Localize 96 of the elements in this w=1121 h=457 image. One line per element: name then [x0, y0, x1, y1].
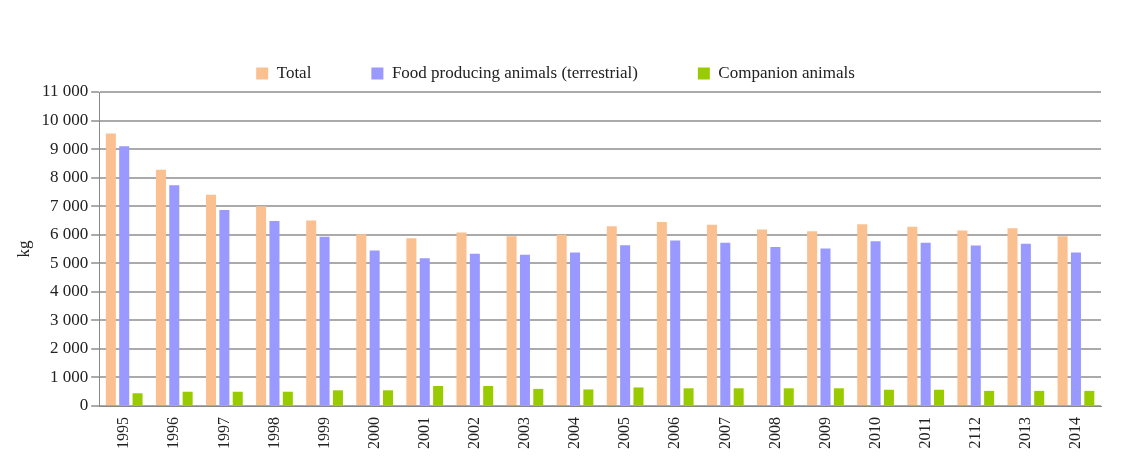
- bar: [383, 390, 394, 405]
- x-tick-label: 2000: [364, 417, 382, 449]
- bar: [1034, 390, 1045, 405]
- bar: [155, 169, 166, 405]
- x-tick-label: 1995: [114, 417, 132, 449]
- bar: [506, 236, 517, 405]
- bar: [683, 388, 694, 405]
- y-tick-label: 6 000: [49, 224, 89, 244]
- y-tick-label: 0: [79, 395, 89, 415]
- bar: [533, 388, 544, 405]
- bar: [757, 229, 768, 405]
- bar: [1020, 243, 1031, 405]
- x-tick-label: 2112: [965, 417, 983, 449]
- bar: [970, 245, 981, 405]
- y-tick-label: 8 000: [49, 167, 89, 187]
- legend-label: Companion animals: [718, 62, 855, 82]
- bar: [282, 391, 293, 405]
- y-tick-label: 7 000: [49, 195, 89, 215]
- bar: [720, 242, 731, 405]
- y-tick-label: 3 000: [49, 309, 89, 329]
- x-tick-label: 2005: [615, 417, 633, 449]
- bar: [182, 391, 193, 405]
- bar: [483, 386, 494, 405]
- y-tick-label: 11 000: [42, 81, 89, 101]
- bar: [219, 209, 230, 405]
- bar: [620, 245, 631, 405]
- bar: [706, 224, 717, 405]
- x-tick-label: 2003: [515, 417, 533, 449]
- x-tick-label: 1998: [264, 417, 282, 449]
- bar: [332, 390, 343, 405]
- bar: [1007, 228, 1018, 405]
- bar: [670, 240, 681, 405]
- y-tick-label: 9 000: [49, 138, 89, 158]
- bar: [306, 220, 317, 405]
- bar: [406, 238, 417, 405]
- bar: [920, 242, 931, 405]
- bar: [269, 221, 280, 405]
- y-tick-label: 5 000: [49, 252, 89, 272]
- bar: [132, 393, 143, 405]
- bar: [105, 133, 116, 405]
- bar: [456, 232, 467, 405]
- bar: [656, 221, 667, 405]
- x-tick-label: 2011: [915, 417, 933, 449]
- bar: [1057, 236, 1068, 405]
- x-tick-label: 2001: [414, 417, 432, 449]
- bar: [733, 388, 744, 405]
- bar: [519, 254, 530, 405]
- bar: [206, 194, 217, 405]
- x-tick-label: 2013: [1016, 417, 1034, 449]
- bar: [857, 224, 868, 405]
- bar: [633, 387, 644, 405]
- y-axis-title: kg: [13, 240, 33, 258]
- bar: [583, 389, 594, 405]
- bar: [820, 248, 831, 405]
- bar: [770, 247, 781, 405]
- legend-label: Food producing animals (terrestrial): [391, 62, 638, 82]
- y-tick-label: 10 000: [41, 110, 89, 130]
- bar: [606, 226, 617, 405]
- bar: [570, 252, 581, 405]
- bar: [433, 386, 444, 405]
- bar: [556, 234, 567, 405]
- y-tick-label: 1 000: [49, 366, 89, 386]
- bar: [957, 230, 968, 405]
- x-tick-label: 2008: [765, 417, 783, 449]
- bar: [319, 236, 330, 405]
- bar: [883, 389, 894, 405]
- bar: [807, 231, 818, 405]
- x-tick-label: 2010: [865, 417, 883, 449]
- bar: [984, 390, 995, 405]
- bar: [870, 241, 881, 405]
- bar: [1084, 390, 1095, 405]
- bar: [169, 185, 180, 405]
- x-tick-label: 1997: [214, 417, 232, 449]
- bar: [1070, 252, 1081, 405]
- x-tick-label: 1996: [164, 417, 182, 449]
- y-tick-label: 2 000: [49, 338, 89, 358]
- legend-label: Total: [276, 62, 312, 82]
- bar: [119, 146, 130, 405]
- x-tick-label: 2006: [665, 417, 683, 449]
- x-tick-label: 2007: [715, 417, 733, 449]
- bar: [232, 391, 243, 405]
- y-tick-label: 4 000: [49, 281, 89, 301]
- bar: [256, 206, 267, 405]
- bar: [419, 258, 430, 405]
- bar: [356, 234, 367, 405]
- bar: [783, 388, 794, 405]
- x-tick-label: 2004: [565, 417, 583, 449]
- bar: [469, 253, 480, 405]
- x-tick-label: 2014: [1066, 417, 1084, 449]
- bar: [934, 389, 945, 405]
- x-tick-label: 1999: [314, 417, 332, 449]
- bar: [907, 226, 918, 405]
- x-tick-label: 2009: [815, 417, 833, 449]
- bar: [369, 250, 380, 405]
- bar: [833, 388, 844, 405]
- x-tick-label: 2002: [465, 417, 483, 449]
